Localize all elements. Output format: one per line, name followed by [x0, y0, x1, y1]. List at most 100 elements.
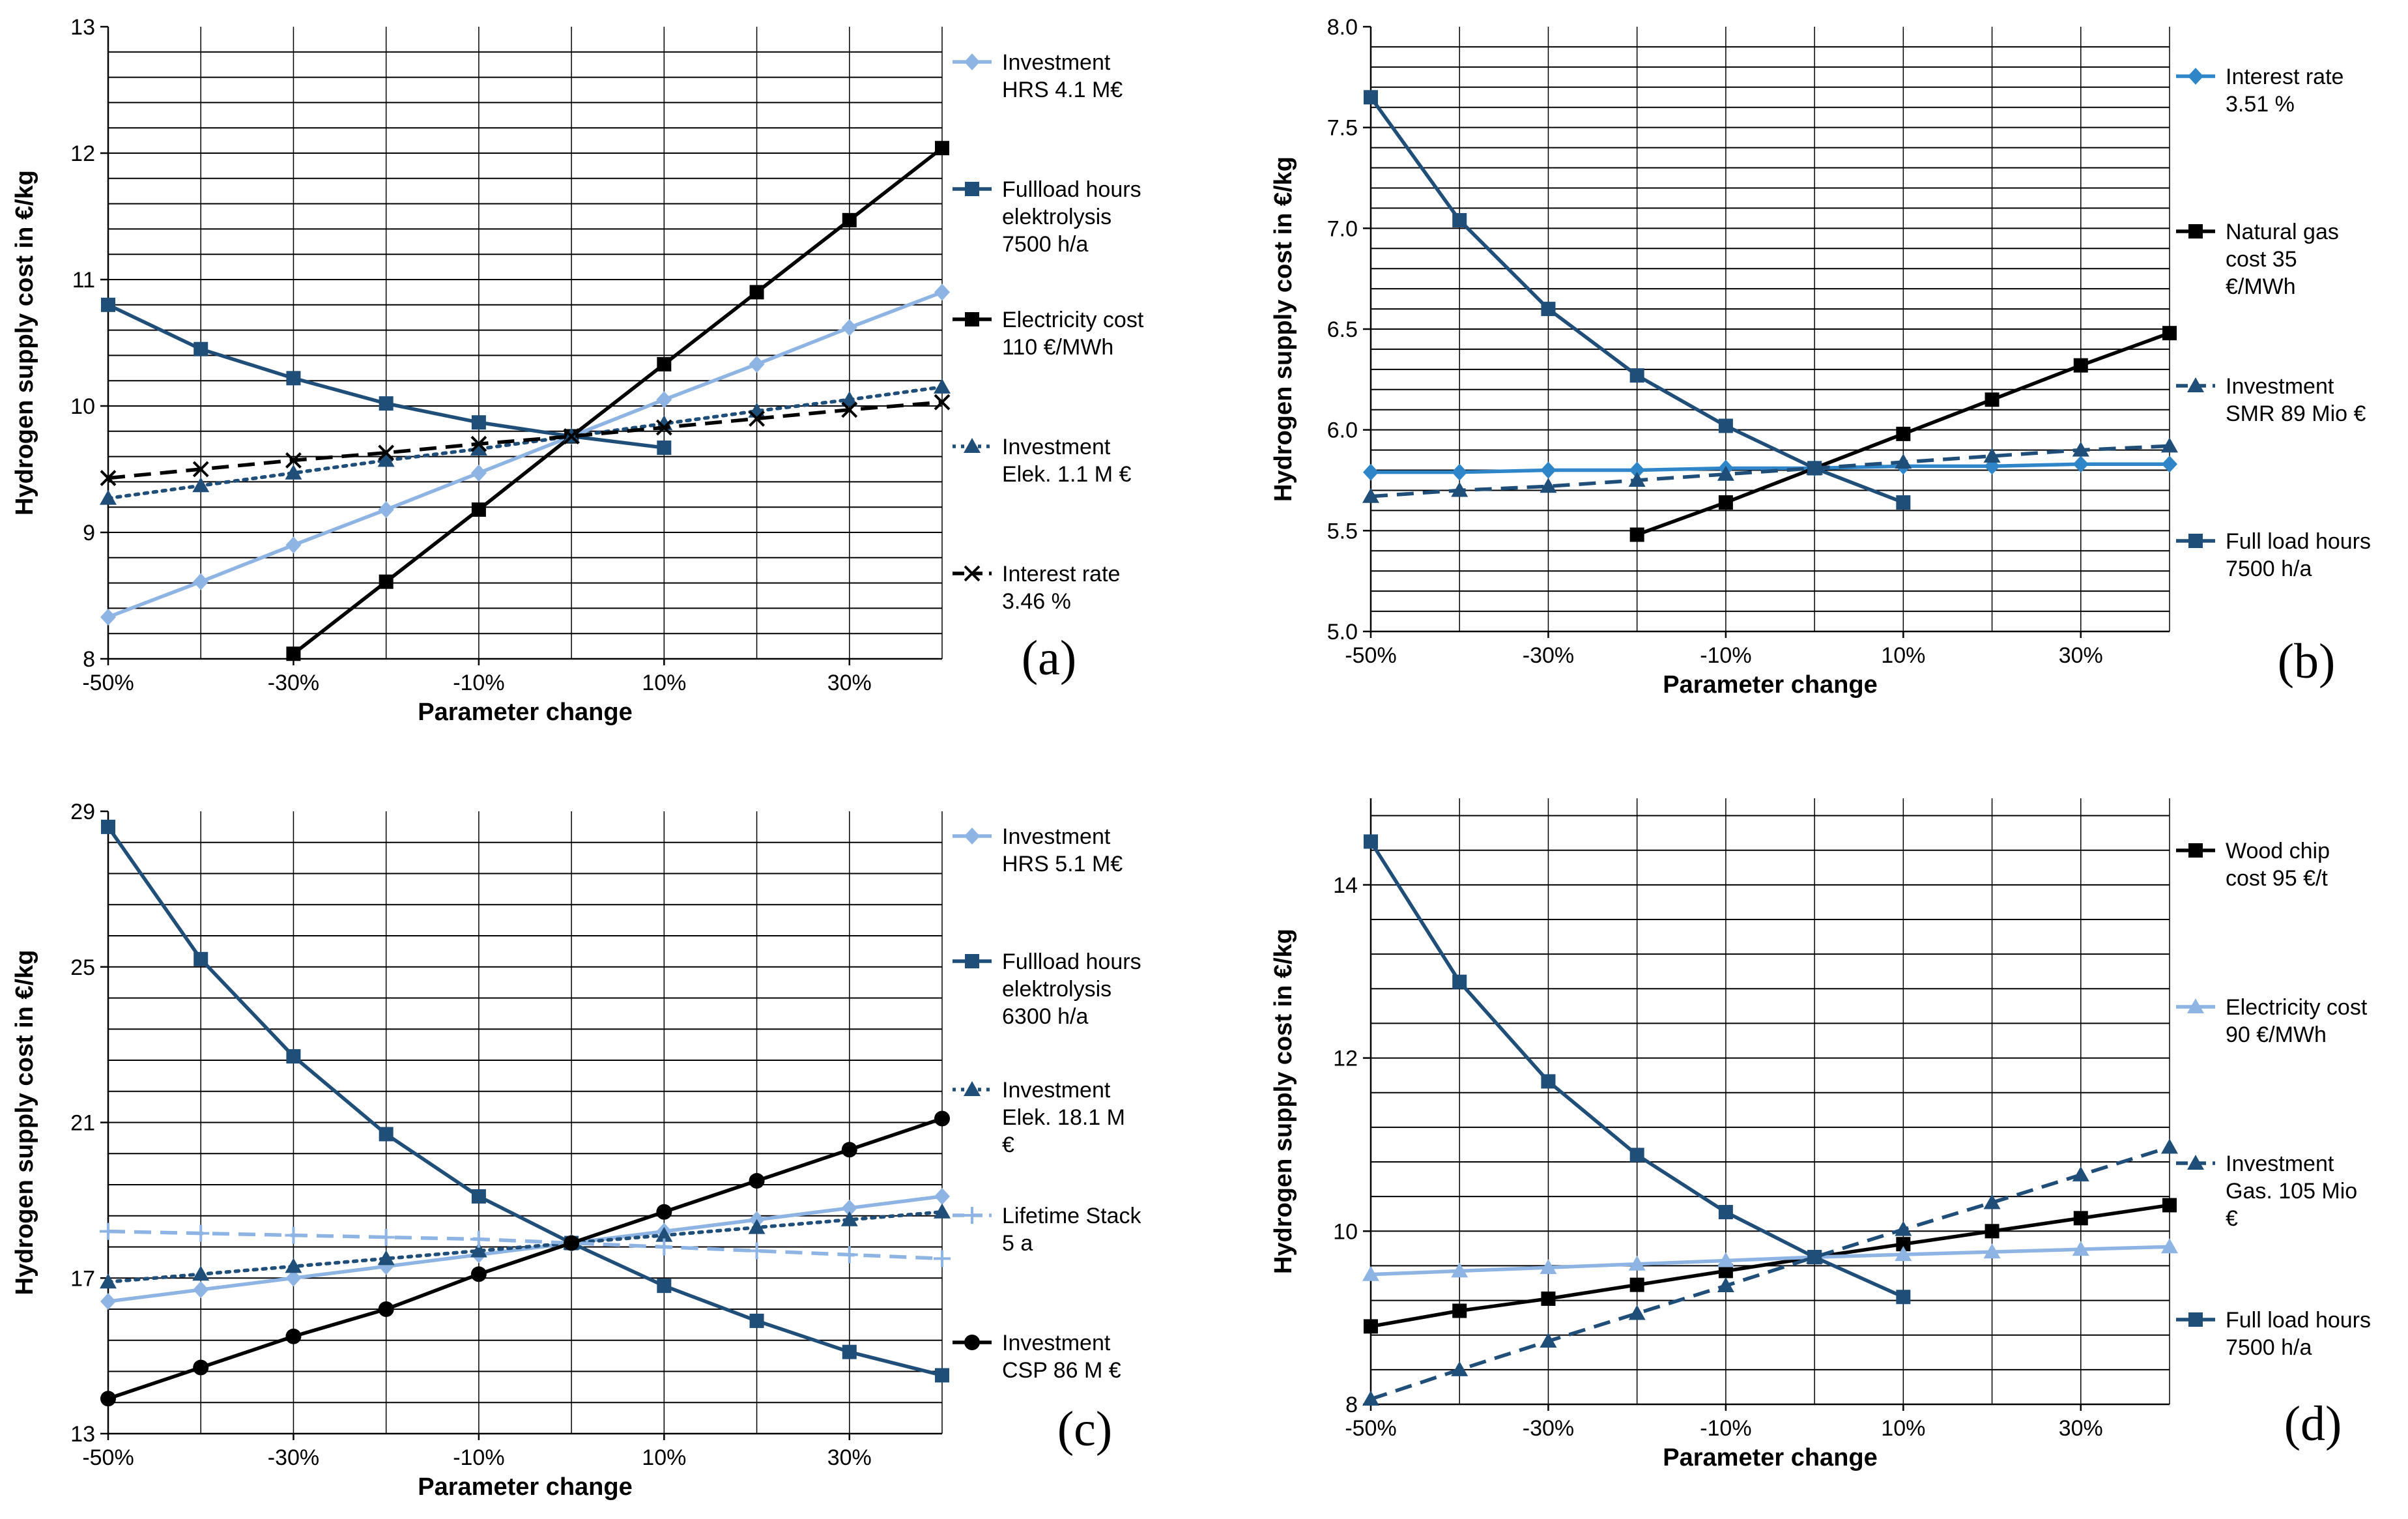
data-point	[1362, 1391, 1379, 1406]
data-point	[656, 391, 672, 409]
y-tick-label: 13	[70, 1422, 95, 1447]
data-point	[471, 502, 486, 517]
data-point	[935, 141, 949, 156]
data-point	[379, 1127, 394, 1142]
legend-entry-2: Fullload hours elektrolysis 7500 h/a	[953, 177, 1141, 257]
gridlines	[1371, 27, 2170, 631]
y-tick-label: 29	[70, 800, 95, 824]
legend-label: Full load hours	[2226, 1308, 2371, 1333]
data-point	[286, 371, 301, 386]
legend-label: 90 €/MWh	[2226, 1022, 2327, 1047]
data-point	[1540, 1333, 1557, 1348]
data-point	[100, 1273, 117, 1289]
legend-entry-5: Investment CSP 86 M €	[953, 1331, 1121, 1383]
data-point	[934, 378, 951, 394]
data-point	[471, 415, 486, 430]
legend-label: 5 a	[1002, 1231, 1033, 1256]
data-point	[285, 1258, 302, 1273]
data-point	[377, 1228, 395, 1246]
data-point	[1718, 1205, 1733, 1220]
legend-label: Fullload hours	[1002, 177, 1141, 202]
data-point	[2162, 326, 2177, 341]
legend-entry-5: Interest rate 3.46 %	[953, 562, 1120, 614]
data-point	[1807, 461, 1822, 476]
data-point	[1541, 302, 1556, 317]
data-point	[100, 1293, 116, 1310]
data-point	[100, 489, 117, 505]
panel-label: (a)	[1022, 631, 1076, 686]
legend-swatch-marker	[964, 565, 981, 582]
data-point	[192, 1266, 210, 1281]
series-2	[1362, 1238, 2178, 1281]
x-tick-label: 30%	[827, 1445, 872, 1470]
data-point	[934, 394, 951, 411]
data-point	[1983, 1243, 2001, 1259]
legend-swatch-marker	[964, 1081, 981, 1096]
data-point	[655, 1226, 673, 1242]
data-point	[934, 1187, 950, 1205]
series-line	[1370, 1145, 2170, 1401]
data-point	[285, 536, 302, 554]
data-point	[1628, 472, 1646, 487]
data-point	[379, 396, 394, 411]
panel-label: (d)	[2284, 1396, 2342, 1451]
legend-label: 7500 h/a	[1002, 232, 1088, 257]
series-line	[1370, 1245, 2170, 1277]
y-tick-label: 5.5	[1327, 519, 1358, 543]
series-3	[1362, 1138, 2178, 1406]
gridlines	[108, 811, 943, 1434]
legend-label: Full load hours	[2226, 529, 2371, 554]
data-point	[1451, 1361, 1469, 1376]
legend-label: Investment	[1002, 824, 1111, 849]
data-point	[377, 452, 395, 467]
data-point	[470, 1230, 487, 1248]
data-point	[1364, 834, 1378, 849]
y-axis-title: Hydrogen supply cost in €/kg	[1270, 156, 1297, 502]
data-point	[2073, 358, 2088, 373]
x-tick-label: 10%	[642, 671, 686, 695]
x-tick-label: -50%	[82, 1445, 134, 1470]
x-tick-label: -30%	[1523, 643, 1574, 668]
data-point	[2072, 1166, 2089, 1181]
y-tick-label: 8	[83, 647, 95, 672]
x-tick-label: 10%	[642, 1445, 686, 1470]
data-point	[192, 461, 209, 478]
data-point	[1628, 1305, 1646, 1320]
data-point	[193, 1359, 209, 1376]
legend-label: Elek. 18.1 M	[1002, 1105, 1125, 1130]
data-point	[657, 356, 672, 371]
legend-label: Investment	[1002, 1078, 1111, 1103]
data-point	[470, 1266, 487, 1282]
data-point	[1718, 1264, 1733, 1279]
data-point	[379, 574, 394, 589]
data-point	[1717, 1277, 1734, 1292]
legend-swatch-marker	[2188, 534, 2203, 548]
series-line	[1371, 462, 2170, 474]
data-point	[1896, 1290, 1911, 1305]
series-line	[108, 1229, 943, 1261]
y-tick-label: 11	[72, 268, 95, 293]
data-point	[841, 401, 858, 418]
data-point	[1629, 368, 1644, 383]
legend-label: Natural gas	[2226, 220, 2339, 244]
data-point	[749, 355, 765, 373]
data-point	[1540, 1259, 1557, 1275]
y-tick-label: 10	[1333, 1219, 1358, 1244]
series-line	[106, 385, 944, 500]
series-1	[100, 1187, 950, 1310]
data-point	[1364, 90, 1378, 105]
legend-entry-1: Investment HRS 4.1 M€	[953, 50, 1123, 102]
data-point	[1452, 212, 1467, 227]
data-point	[749, 1173, 765, 1189]
data-point	[842, 1344, 857, 1359]
data-point	[748, 1242, 766, 1260]
data-point	[1629, 527, 1644, 542]
data-point	[2073, 1211, 2088, 1226]
data-point	[285, 464, 302, 480]
data-point	[1541, 1074, 1556, 1089]
x-tick-label: 30%	[827, 671, 872, 695]
data-point	[470, 1242, 487, 1258]
